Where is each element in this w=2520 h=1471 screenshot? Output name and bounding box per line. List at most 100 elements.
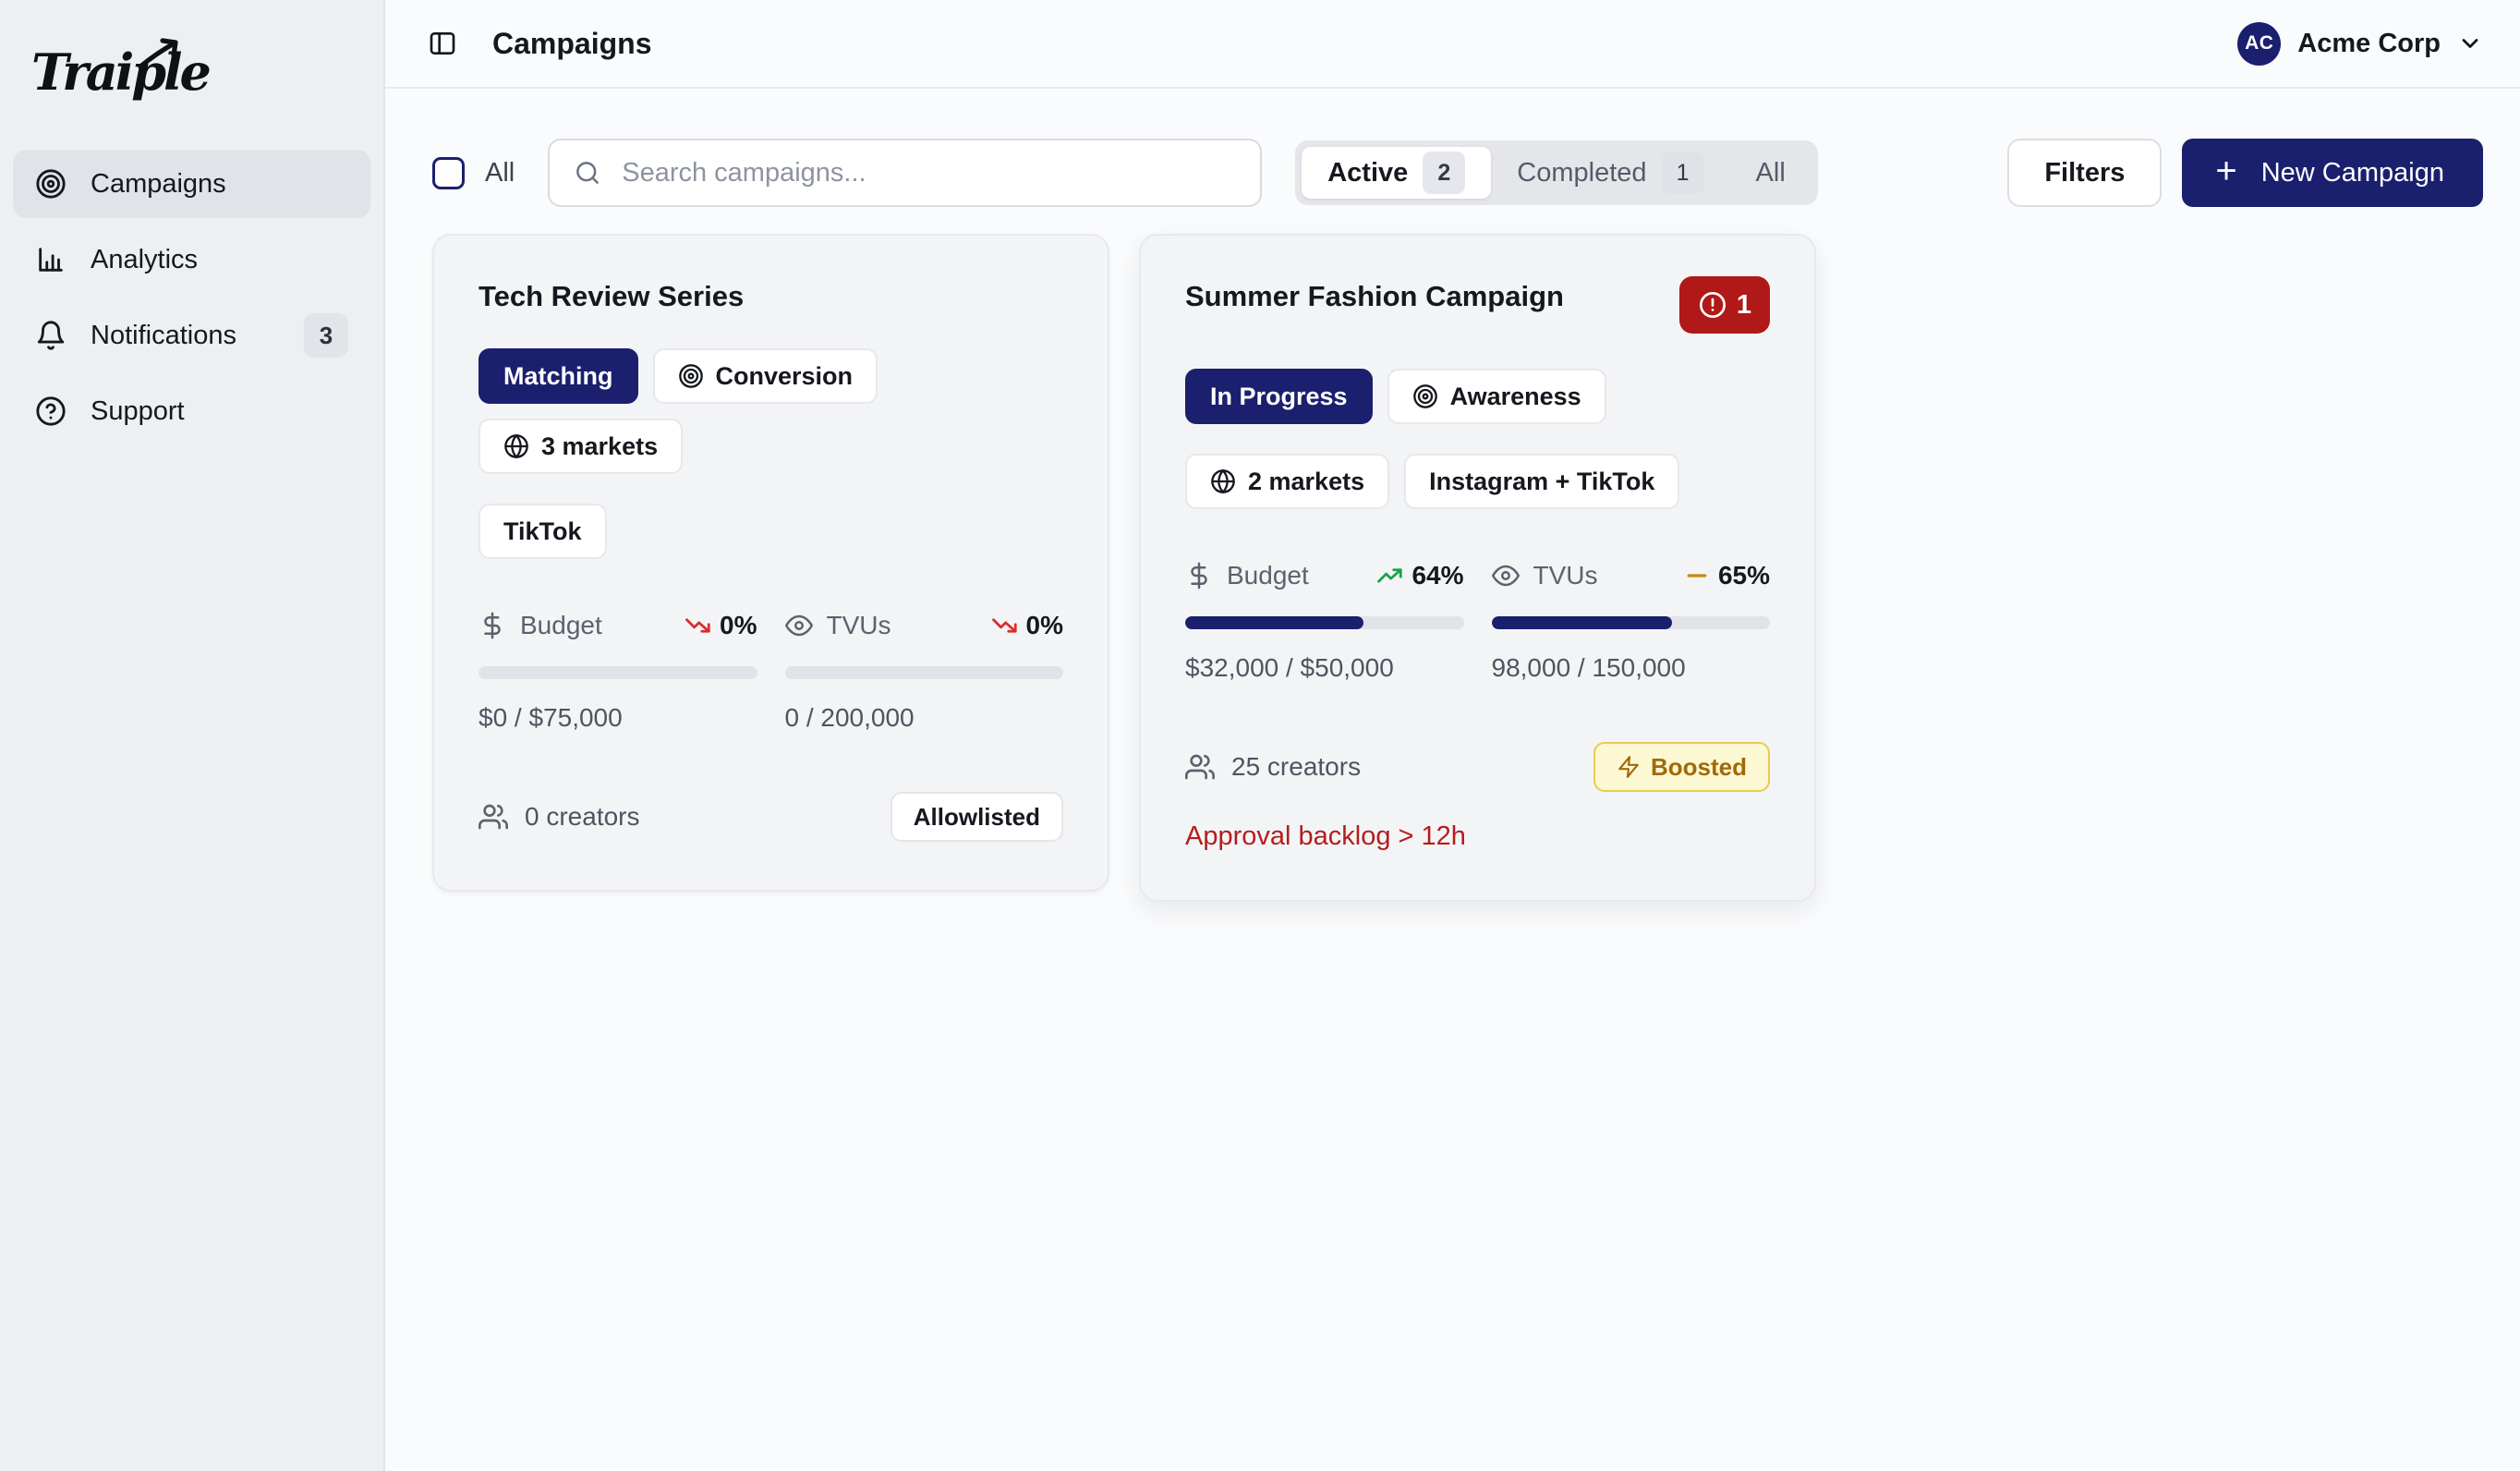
status-tabs: Active 2 Completed 1 All — [1295, 140, 1818, 205]
dollar-icon — [479, 612, 506, 639]
help-circle-icon — [35, 395, 67, 427]
creators-count: 25 creators — [1185, 752, 1361, 782]
account-menu[interactable]: AC Acme Corp — [2237, 21, 2483, 66]
sidebar-item-label: Notifications — [91, 320, 236, 350]
sidebar-item-campaigns[interactable]: Campaigns — [13, 150, 370, 218]
globe-icon — [1210, 468, 1236, 494]
creators-label: 0 creators — [525, 802, 640, 831]
metrics: Budget 0% $0 / $75,000 — [479, 611, 1063, 733]
progress-fill — [1185, 616, 1363, 629]
progress-bar — [1491, 616, 1770, 629]
metrics: Budget 64% $32,000 / $50,000 — [1185, 561, 1770, 683]
tab-label: Completed — [1517, 157, 1647, 188]
sidebar-toggle-button[interactable] — [428, 29, 457, 58]
notification-count-badge: 3 — [304, 313, 348, 358]
boosted-label: Boosted — [1651, 752, 1747, 781]
tab-all[interactable]: All — [1730, 147, 1811, 199]
globe-icon — [503, 433, 529, 459]
header: Campaigns AC Acme Corp — [385, 0, 2520, 89]
creators-count: 0 creators — [479, 802, 640, 832]
metric-value: 0 / 200,000 — [784, 703, 915, 732]
logo-text: Traiple — [31, 43, 212, 102]
trend-value: 65% — [1717, 561, 1770, 590]
card-title: Tech Review Series — [479, 280, 745, 312]
metric-value: $0 / $75,000 — [479, 703, 623, 732]
trend-value: 64% — [1411, 561, 1464, 590]
filters-button[interactable]: Filters — [2007, 139, 2163, 207]
metric-value: 98,000 / 150,000 — [1491, 653, 1686, 682]
tvus-metric: TVUs 65% 98,000 / 150,000 — [1491, 561, 1770, 683]
target-icon — [1412, 383, 1438, 409]
traiple-logo: Traiple — [0, 26, 383, 150]
search-input[interactable] — [620, 156, 1237, 189]
users-icon — [479, 802, 508, 832]
users-icon — [1185, 752, 1215, 782]
sidebar-item-notifications[interactable]: Notifications 3 — [13, 301, 370, 370]
toolbar-actions: Filters + New Campaign — [2007, 139, 2483, 207]
metric-label: TVUs — [826, 611, 891, 639]
badge-row: Matching Conversion 3 markets TikTok — [479, 348, 1063, 559]
minus-icon — [1683, 562, 1711, 590]
campaign-card-tech-review[interactable]: Tech Review Series Matching Conversion 3… — [432, 234, 1109, 892]
badge-label: 3 markets — [541, 432, 659, 460]
badge-label: Awareness — [1449, 382, 1581, 410]
new-campaign-button[interactable]: + New Campaign — [2182, 139, 2483, 207]
sidebar-item-label: Campaigns — [91, 168, 226, 199]
dollar-icon — [1185, 562, 1213, 590]
approval-warning: Approval backlog > 12h — [1185, 821, 1466, 851]
status-badge: In Progress — [1185, 369, 1373, 424]
campaign-list: Tech Review Series Matching Conversion 3… — [432, 234, 2483, 902]
content: All Active 2 Completed 1 — [385, 89, 2520, 902]
objective-badge: Conversion — [652, 348, 878, 404]
tab-label: All — [1755, 157, 1786, 188]
panel-left-icon — [428, 29, 457, 58]
bar-chart-icon — [35, 244, 67, 275]
search-box[interactable] — [548, 139, 1263, 207]
progress-bar — [784, 666, 1063, 679]
trending-up-icon — [1376, 562, 1404, 590]
trend-value: 0% — [720, 611, 757, 639]
platform-badge: TikTok — [479, 504, 607, 559]
progress-bar — [1185, 616, 1464, 629]
progress-fill — [1491, 616, 1673, 629]
logo-arrow-icon — [138, 38, 178, 69]
zap-icon — [1617, 755, 1641, 779]
alert-count: 1 — [1736, 289, 1751, 320]
trend-value: 0% — [1025, 611, 1063, 639]
metric-label: Budget — [1227, 561, 1309, 590]
trending-down-icon — [685, 612, 712, 639]
markets-badge: 3 markets — [479, 419, 684, 474]
tab-label: Active — [1327, 157, 1409, 188]
objective-badge: Awareness — [1387, 369, 1606, 424]
tab-completed[interactable]: Completed 1 — [1491, 147, 1729, 199]
page-title: Campaigns — [492, 26, 652, 60]
metric-label: TVUs — [1533, 561, 1598, 590]
target-icon — [678, 363, 704, 389]
sidebar-item-analytics[interactable]: Analytics — [13, 225, 370, 294]
platform-badge: Instagram + TikTok — [1404, 454, 1680, 509]
select-all-label: All — [485, 157, 515, 188]
campaign-card-summer-fashion[interactable]: Summer Fashion Campaign 1 In Progress Aw… — [1139, 234, 1816, 902]
toolbar: All Active 2 Completed 1 — [432, 139, 2483, 207]
tab-count-badge: 1 — [1661, 152, 1704, 194]
sidebar: Traiple Campaigns Analytics — [0, 0, 385, 1471]
select-all-checkbox[interactable] — [432, 156, 465, 189]
bell-icon — [35, 320, 67, 351]
budget-metric: Budget 0% $0 / $75,000 — [479, 611, 757, 733]
select-all[interactable]: All — [432, 156, 515, 189]
eye-icon — [1491, 562, 1520, 590]
search-icon — [574, 159, 601, 187]
main-area: Campaigns AC Acme Corp All — [385, 0, 2520, 1471]
alert-badge[interactable]: 1 — [1678, 276, 1770, 334]
eye-icon — [784, 612, 813, 639]
sidebar-item-support[interactable]: Support — [13, 377, 370, 445]
badge-label: 2 markets — [1248, 467, 1365, 495]
tvus-metric: TVUs 0% 0 / 200,000 — [784, 611, 1063, 733]
chevron-down-icon — [2457, 30, 2483, 56]
tab-count-badge: 2 — [1423, 152, 1466, 194]
budget-metric: Budget 64% $32,000 / $50,000 — [1185, 561, 1464, 683]
alert-circle-icon — [1698, 290, 1727, 320]
tab-active[interactable]: Active 2 — [1302, 147, 1492, 199]
badge-row: In Progress Awareness 2 markets Instagra… — [1185, 369, 1770, 509]
